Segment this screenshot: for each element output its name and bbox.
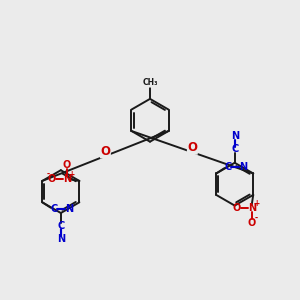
Text: C: C xyxy=(225,162,232,172)
Text: +: + xyxy=(68,170,74,179)
Text: C: C xyxy=(57,221,64,231)
Text: N: N xyxy=(63,174,71,184)
Text: O: O xyxy=(233,203,241,213)
Text: O: O xyxy=(48,174,56,184)
Text: O: O xyxy=(63,160,71,170)
Text: N: N xyxy=(231,131,239,141)
Text: -: - xyxy=(254,214,257,223)
Text: O: O xyxy=(248,218,256,228)
Text: C: C xyxy=(51,204,58,214)
Text: N: N xyxy=(65,204,73,214)
Text: C: C xyxy=(231,144,238,154)
Text: N: N xyxy=(248,203,256,213)
Text: O: O xyxy=(188,141,197,154)
Text: CH₃: CH₃ xyxy=(142,78,158,87)
Text: O: O xyxy=(100,145,110,158)
Text: N: N xyxy=(239,162,247,172)
Text: -: - xyxy=(46,170,50,179)
Text: N: N xyxy=(57,235,65,244)
Text: +: + xyxy=(253,199,259,208)
